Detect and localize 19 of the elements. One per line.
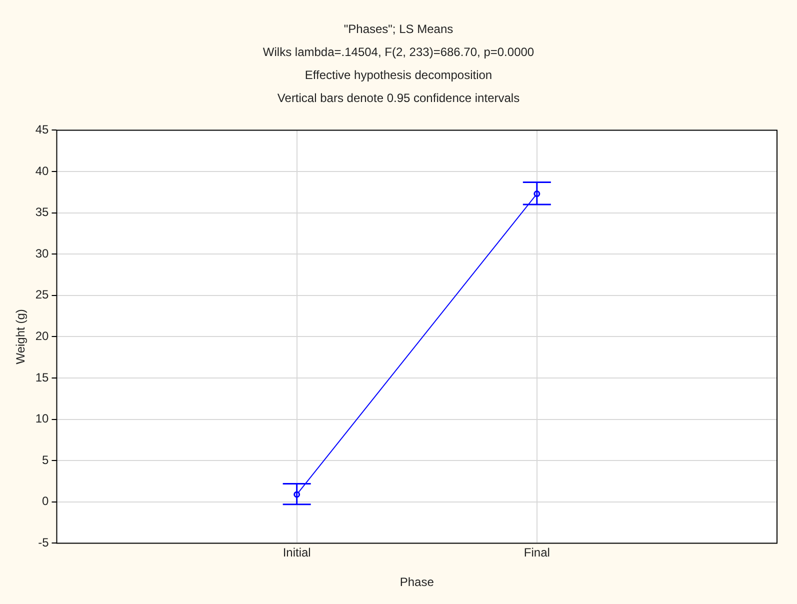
y-tick-label: 45 [35, 122, 50, 137]
chart-subtitle: Wilks lambda=.14504, F(2, 233)=686.70, p=0.0000 [262, 44, 536, 61]
y-tick-label: 40 [35, 164, 50, 178]
x-tick-label: Initial [282, 546, 311, 560]
y-tick-label: 35 [35, 205, 50, 220]
y-tick-label: 25 [35, 288, 50, 302]
y-tick-label: 10 [35, 412, 50, 426]
x-tick-label: Final [524, 546, 550, 560]
y-tick-label: -5 [38, 536, 50, 550]
y-tick-label: 15 [35, 370, 50, 384]
y-tick-label: 5 [42, 452, 50, 467]
x-axis-title: Phase [400, 575, 434, 590]
y-tick-label: 20 [35, 329, 50, 344]
chart-title: "Phases"; LS Means [342, 21, 454, 38]
text: Effective hypothesis decomposition [304, 67, 494, 84]
y-axis-title: Weight (g) [14, 309, 28, 364]
y-tick-label: 0 [42, 494, 50, 508]
text: Vertical bars denote 0.95 confidence intervals [276, 90, 521, 107]
y-tick-label: 30 [35, 246, 50, 260]
